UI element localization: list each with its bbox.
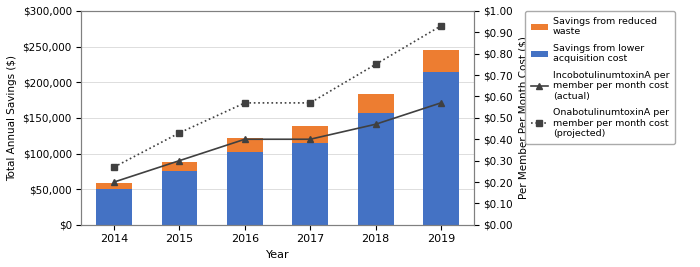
Bar — [162, 171, 197, 225]
OnabotulinumtoxinA per
member per month cost
(projected) — [437, 24, 445, 28]
X-axis label: Year: Year — [266, 250, 289, 260]
Y-axis label: Total Annual Savings ($): Total Annual Savings ($) — [7, 55, 17, 181]
OnabotulinumtoxinA per
member per month cost
(projected) — [371, 63, 379, 66]
Bar — [227, 138, 262, 152]
OnabotulinumtoxinA per
member per month cost
(projected) — [306, 101, 314, 104]
Bar — [423, 72, 459, 225]
IncobotulinumtoxinA per
member per month cost
(actual) — [175, 159, 183, 162]
Bar — [358, 113, 393, 225]
Y-axis label: Per Member Per Month Cost ($): Per Member Per Month Cost ($) — [519, 36, 528, 199]
Bar — [292, 126, 328, 143]
Line: IncobotulinumtoxinA per
member per month cost
(actual): IncobotulinumtoxinA per member per month… — [111, 99, 444, 186]
OnabotulinumtoxinA per
member per month cost
(projected) — [175, 131, 183, 134]
IncobotulinumtoxinA per
member per month cost
(actual) — [306, 138, 314, 141]
Line: OnabotulinumtoxinA per
member per month cost
(projected): OnabotulinumtoxinA per member per month … — [111, 23, 444, 170]
Bar — [96, 183, 132, 189]
IncobotulinumtoxinA per
member per month cost
(actual) — [371, 123, 379, 126]
OnabotulinumtoxinA per
member per month cost
(projected) — [110, 166, 118, 169]
IncobotulinumtoxinA per
member per month cost
(actual) — [437, 101, 445, 104]
Legend: Savings from reduced
waste, Savings from lower
acquisition cost, Incobotulinumto: Savings from reduced waste, Savings from… — [525, 11, 675, 144]
OnabotulinumtoxinA per
member per month cost
(projected) — [241, 101, 249, 104]
Bar — [162, 162, 197, 171]
IncobotulinumtoxinA per
member per month cost
(actual) — [110, 180, 118, 184]
Bar — [358, 94, 393, 113]
IncobotulinumtoxinA per
member per month cost
(actual) — [241, 138, 249, 141]
Bar — [423, 50, 459, 72]
Bar — [227, 152, 262, 225]
Bar — [96, 189, 132, 225]
Bar — [292, 143, 328, 225]
